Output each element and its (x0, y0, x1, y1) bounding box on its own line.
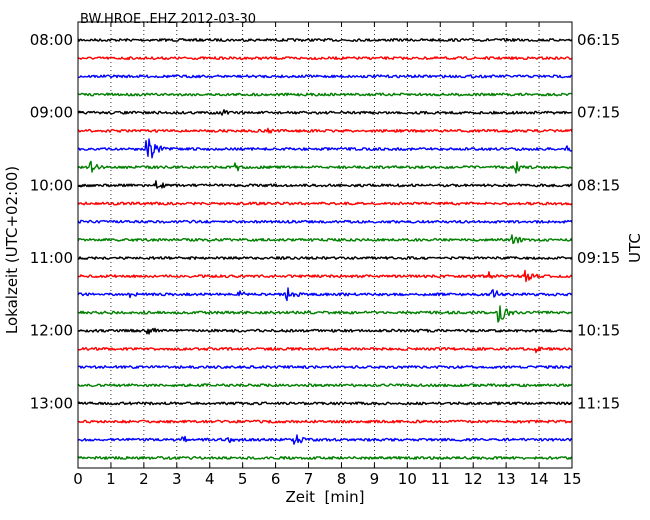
trace-line (77, 127, 573, 134)
y-tick-label-right: 06:15 (577, 31, 620, 49)
y-tick-label-left: 11:00 (30, 249, 73, 267)
x-tick-label: 9 (370, 470, 380, 488)
plot-border (77, 21, 573, 469)
trace-line (77, 256, 573, 260)
trace-line (77, 56, 573, 61)
y-tick-label-left: 12:00 (30, 322, 73, 340)
chart-title: BW.HROE..EHZ 2012-03-30 (80, 12, 257, 27)
x-tick-label: 7 (304, 470, 314, 488)
trace-line (77, 160, 573, 174)
trace-line (77, 201, 573, 206)
trace-line (77, 434, 573, 445)
trace-line (77, 38, 573, 42)
trace-line (77, 234, 573, 245)
y-tick-label-left: 10:00 (30, 176, 73, 194)
x-tick-label: 6 (271, 470, 281, 488)
x-tick-label: 3 (172, 470, 182, 488)
trace-line (77, 287, 573, 302)
trace-line (77, 180, 573, 189)
x-tick-label: 2 (139, 470, 149, 488)
x-axis-label: Zeit [min] (285, 488, 365, 506)
ticks: 0 1 2 3 4 5 6 7 8 9 10 11 12 13 14 1508:0009:0010:0011:… (30, 22, 620, 488)
x-tick-label: 11 (431, 470, 450, 488)
trace-line (77, 383, 573, 388)
traces (77, 38, 573, 460)
trace-line (77, 455, 573, 460)
x-tick-label: 10 (398, 470, 417, 488)
x-tick-label: 1 (106, 470, 116, 488)
trace-line (77, 346, 573, 354)
y-tick-label-right: 11:15 (577, 394, 620, 412)
trace-line (77, 305, 573, 323)
y-tick-label-left: 13:00 (30, 394, 73, 412)
x-tick-label: 0 (73, 470, 83, 488)
x-tick-label: 14 (530, 470, 549, 488)
x-tick-label: 12 (464, 470, 483, 488)
trace-line (77, 401, 572, 406)
y-tick-label-right: 07:15 (577, 104, 620, 122)
x-tick-label: 13 (497, 470, 516, 488)
trace-line (77, 138, 573, 159)
plot-area (78, 22, 572, 468)
trace-line (77, 74, 573, 79)
y-axis-label-right: UTC (626, 233, 644, 263)
y-tick-label-left: 08:00 (30, 31, 73, 49)
y-tick-label-right: 08:15 (577, 176, 620, 194)
trace-line (78, 419, 573, 424)
trace-line (77, 92, 573, 97)
y-axis-label-left: Lokalzeit (UTC+02:00) (3, 165, 21, 335)
trace-line (77, 327, 573, 335)
x-tick-label: 5 (238, 470, 248, 488)
trace-line (77, 219, 573, 224)
trace-line (77, 109, 573, 116)
trace-line (77, 365, 573, 370)
y-tick-label-right: 09:15 (577, 249, 620, 267)
y-tick-label-right: 10:15 (577, 322, 620, 340)
x-tick-label: 8 (337, 470, 347, 488)
x-tick-label: 15 (562, 470, 581, 488)
y-tick-label-left: 09:00 (30, 104, 73, 122)
x-tick-label: 4 (205, 470, 215, 488)
trace-line (77, 269, 573, 283)
